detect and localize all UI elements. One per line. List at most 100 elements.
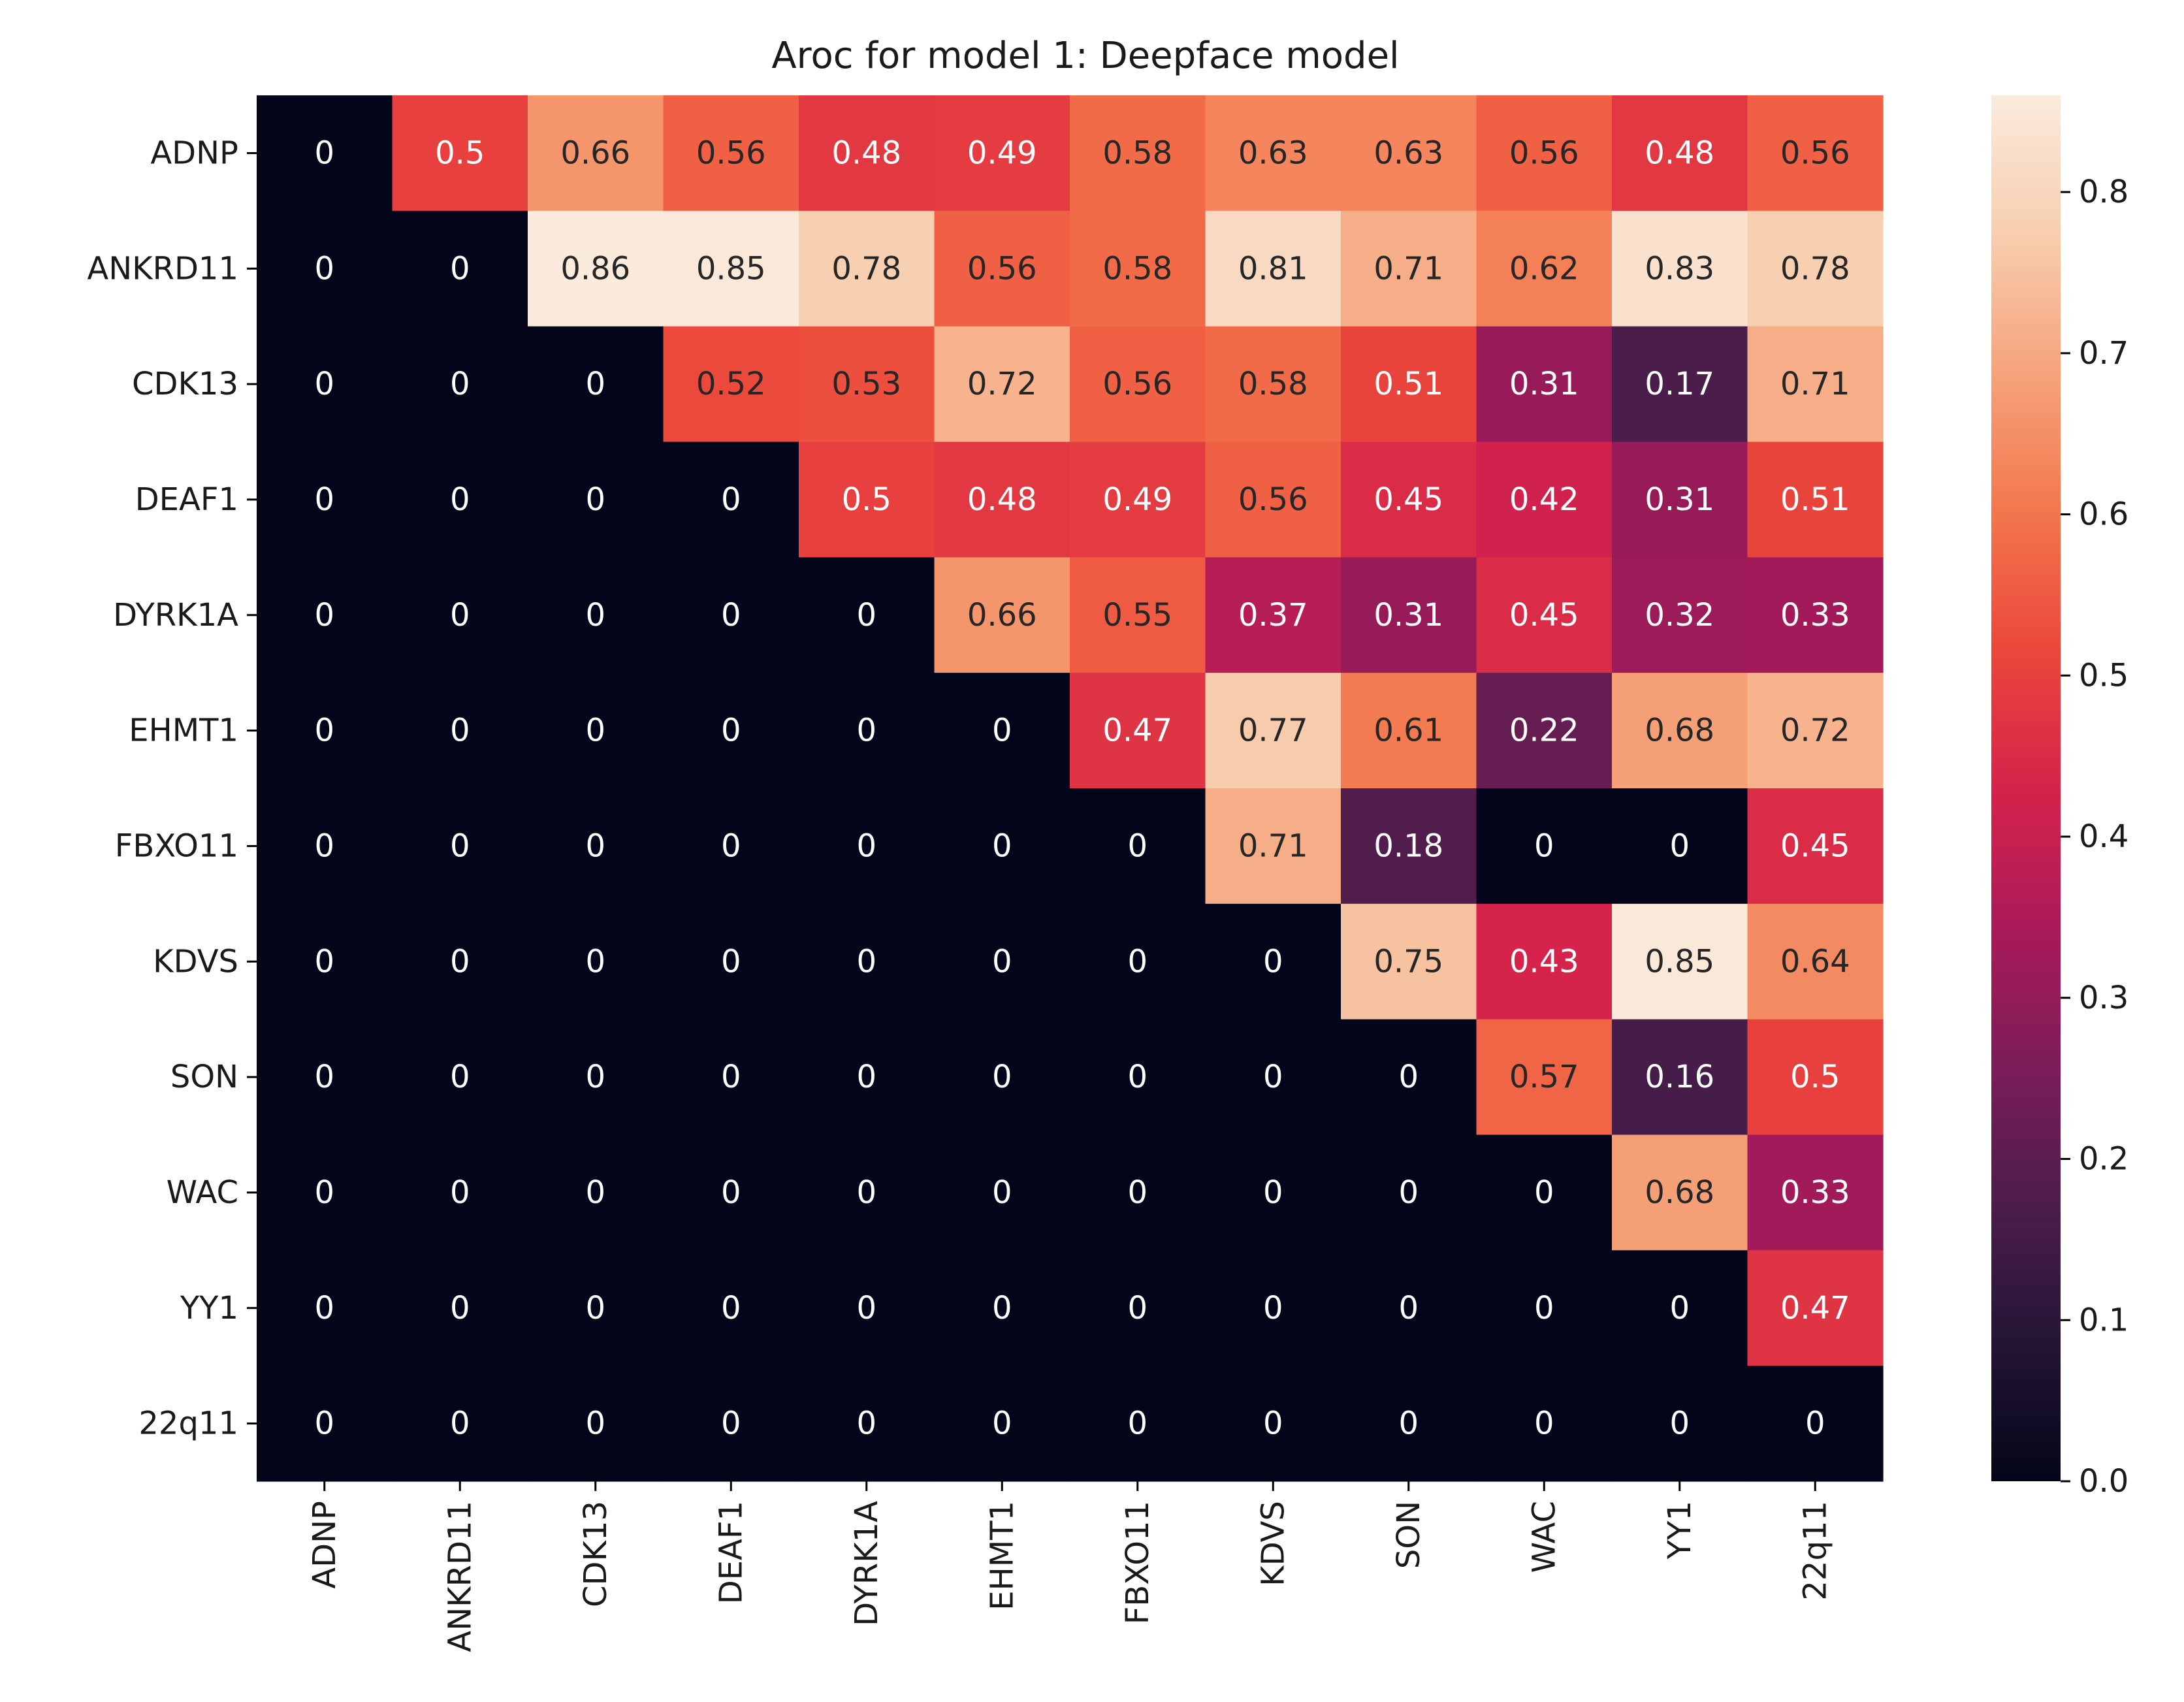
heatmap-cell (392, 1250, 528, 1366)
heatmap-cell (1205, 788, 1341, 905)
heatmap-cell (528, 210, 664, 327)
colorbar-ticks: 0.0 0.1 0.2 0.3 0.4 0.5 0.6 0.7 0.8 (2061, 174, 2128, 1500)
x-axis: ADNP ANKRD11 CDK13 DEAF1 DYRK1A EHMT1 FBXO11 KD… (306, 1481, 1833, 1652)
y-tick-label: CDK13 (132, 366, 238, 402)
heatmap-cell (257, 903, 393, 1020)
heatmap-cell (392, 788, 528, 905)
cell-value-label: 0 (314, 597, 334, 634)
heatmap-cell (663, 210, 799, 327)
heatmap-cell (1070, 1134, 1206, 1251)
heatmap-cell (1747, 903, 1884, 1020)
heatmap-cell (1070, 788, 1206, 905)
colorbar-tick-label: 0.2 (2079, 1141, 2128, 1178)
heatmap-cell (1476, 442, 1613, 558)
heatmap-cell (934, 326, 1070, 443)
heatmap-cell (1070, 326, 1206, 443)
cell-value-label: 0.86 (560, 250, 630, 287)
heatmap-cell (1612, 1019, 1748, 1136)
cell-value-label: 0 (1669, 1405, 1690, 1442)
cell-value-label: 0 (1127, 1174, 1148, 1211)
cell-value-label: 0.66 (967, 597, 1037, 634)
cell-value-label: 0.18 (1373, 827, 1443, 864)
cell-value-label: 0.33 (1780, 597, 1850, 634)
chart-title: Aroc for model 1: Deepface model (771, 35, 1399, 77)
heatmap-cell (1205, 1019, 1341, 1136)
heatmap-cell (528, 788, 664, 905)
cell-value-label: 0 (992, 1290, 1012, 1326)
heatmap-cell (1476, 903, 1613, 1020)
cell-value-label: 0 (450, 1405, 470, 1442)
cell-value-label: 0 (450, 1059, 470, 1095)
heatmap-cell (392, 326, 528, 443)
cell-value-label: 0.66 (560, 135, 630, 171)
cell-value-label: 0 (450, 1174, 470, 1211)
heatmap-cell (1747, 1250, 1884, 1366)
y-tick-label: YY1 (180, 1290, 238, 1326)
y-tick-label: DYRK1A (113, 597, 238, 634)
heatmap-cell (1612, 788, 1748, 905)
x-tick-label: SON (1390, 1501, 1427, 1569)
heatmap-cell (257, 1250, 393, 1366)
heatmap-cell (1205, 1366, 1341, 1482)
heatmap-cell (257, 210, 393, 327)
cell-value-label: 0.72 (1780, 713, 1850, 749)
cell-value-label: 0 (1669, 1290, 1690, 1326)
heatmap-cell (528, 1250, 664, 1366)
cell-value-label: 0 (1263, 1174, 1283, 1211)
heatmap-cell (799, 903, 935, 1020)
cell-value-label: 0 (992, 1174, 1012, 1211)
heatmap-cell (799, 788, 935, 905)
heatmap-cell (1747, 210, 1884, 327)
cell-value-label: 0 (314, 1059, 334, 1095)
heatmap-cell (1747, 1019, 1884, 1136)
heatmap-cell (392, 210, 528, 327)
cell-value-label: 0 (1127, 1405, 1148, 1442)
heatmap-cell (1747, 557, 1884, 673)
heatmap-cell (528, 1366, 664, 1482)
cell-value-label: 0 (585, 597, 605, 634)
heatmap-cell (257, 442, 393, 558)
cell-value-label: 0.85 (1645, 943, 1714, 980)
cell-value-label: 0 (1127, 1290, 1148, 1326)
heatmap-cell (663, 557, 799, 673)
heatmap-cell (663, 1019, 799, 1136)
cell-value-label: 0.78 (1780, 250, 1850, 287)
heatmap-cell (663, 95, 799, 212)
cell-value-label: 0.58 (1102, 250, 1172, 287)
heatmap-cell (1070, 210, 1206, 327)
cell-value-label: 0.78 (831, 250, 901, 287)
cell-value-label: 0.62 (1509, 250, 1579, 287)
cell-value-label: 0 (314, 827, 334, 864)
cell-value-label: 0 (1398, 1290, 1419, 1326)
cell-value-label: 0.81 (1238, 250, 1308, 287)
heatmap-cell (1747, 1134, 1884, 1251)
cell-value-label: 0 (856, 1290, 876, 1326)
cell-value-label: 0 (992, 713, 1012, 749)
cell-value-label: 0 (856, 1174, 876, 1211)
heatmap-cell (1341, 210, 1477, 327)
heatmap-cell (528, 326, 664, 443)
heatmap-cell (1341, 95, 1477, 212)
cell-value-label: 0.56 (1780, 135, 1850, 171)
cell-value-label: 0 (721, 943, 741, 980)
x-tick-label: EHMT1 (984, 1501, 1020, 1611)
cell-value-label: 0 (585, 1290, 605, 1326)
cell-value-label: 0 (992, 827, 1012, 864)
cell-value-label: 0 (1263, 1405, 1283, 1442)
heatmap-cell (1070, 903, 1206, 1020)
heatmap-cell (1612, 1366, 1748, 1482)
cell-value-label: 0 (1263, 943, 1283, 980)
y-tick-label: SON (170, 1059, 238, 1095)
heatmap-cell (799, 442, 935, 558)
cell-value-label: 0.45 (1509, 597, 1579, 634)
cell-value-label: 0 (1263, 1059, 1283, 1095)
cell-value-label: 0 (721, 1174, 741, 1211)
cell-value-label: 0.48 (831, 135, 901, 171)
heatmap-cell (257, 1366, 393, 1482)
cell-value-label: 0 (1534, 1405, 1554, 1442)
heatmap-cell (1747, 673, 1884, 789)
cell-value-label: 0 (1534, 827, 1554, 864)
cell-value-label: 0.72 (967, 366, 1037, 402)
cell-value-label: 0 (585, 366, 605, 402)
